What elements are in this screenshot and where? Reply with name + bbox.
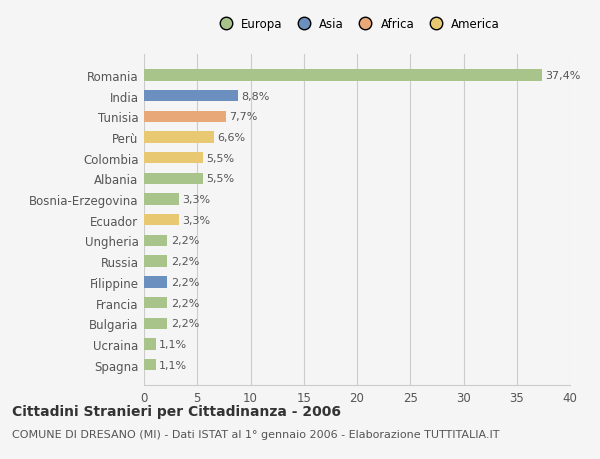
Text: 5,5%: 5,5% [206,174,234,184]
Text: 8,8%: 8,8% [241,91,269,101]
Text: 7,7%: 7,7% [229,112,257,122]
Bar [144,194,179,205]
Text: 1,1%: 1,1% [159,339,187,349]
Bar [144,215,179,226]
Legend: Europa, Asia, Africa, America: Europa, Asia, Africa, America [214,18,500,31]
Text: 37,4%: 37,4% [545,71,581,81]
Text: 3,3%: 3,3% [182,215,211,225]
Bar [144,235,167,246]
Bar [144,339,156,350]
Text: 2,2%: 2,2% [170,298,199,308]
Text: 2,2%: 2,2% [170,257,199,267]
Bar [144,174,203,185]
Text: 6,6%: 6,6% [217,133,245,143]
Text: 5,5%: 5,5% [206,153,234,163]
Text: 3,3%: 3,3% [182,195,211,205]
Bar [144,70,542,81]
Text: 2,2%: 2,2% [170,319,199,329]
Bar [144,91,238,102]
Bar [144,112,226,123]
Text: COMUNE DI DRESANO (MI) - Dati ISTAT al 1° gennaio 2006 - Elaborazione TUTTITALIA: COMUNE DI DRESANO (MI) - Dati ISTAT al 1… [12,429,499,439]
Bar [144,277,167,288]
Text: 1,1%: 1,1% [159,360,187,370]
Text: Cittadini Stranieri per Cittadinanza - 2006: Cittadini Stranieri per Cittadinanza - 2… [12,404,341,418]
Bar [144,256,167,267]
Bar [144,318,167,329]
Bar [144,359,156,370]
Text: 2,2%: 2,2% [170,277,199,287]
Bar [144,132,214,143]
Bar [144,153,203,164]
Text: 2,2%: 2,2% [170,236,199,246]
Bar [144,297,167,308]
